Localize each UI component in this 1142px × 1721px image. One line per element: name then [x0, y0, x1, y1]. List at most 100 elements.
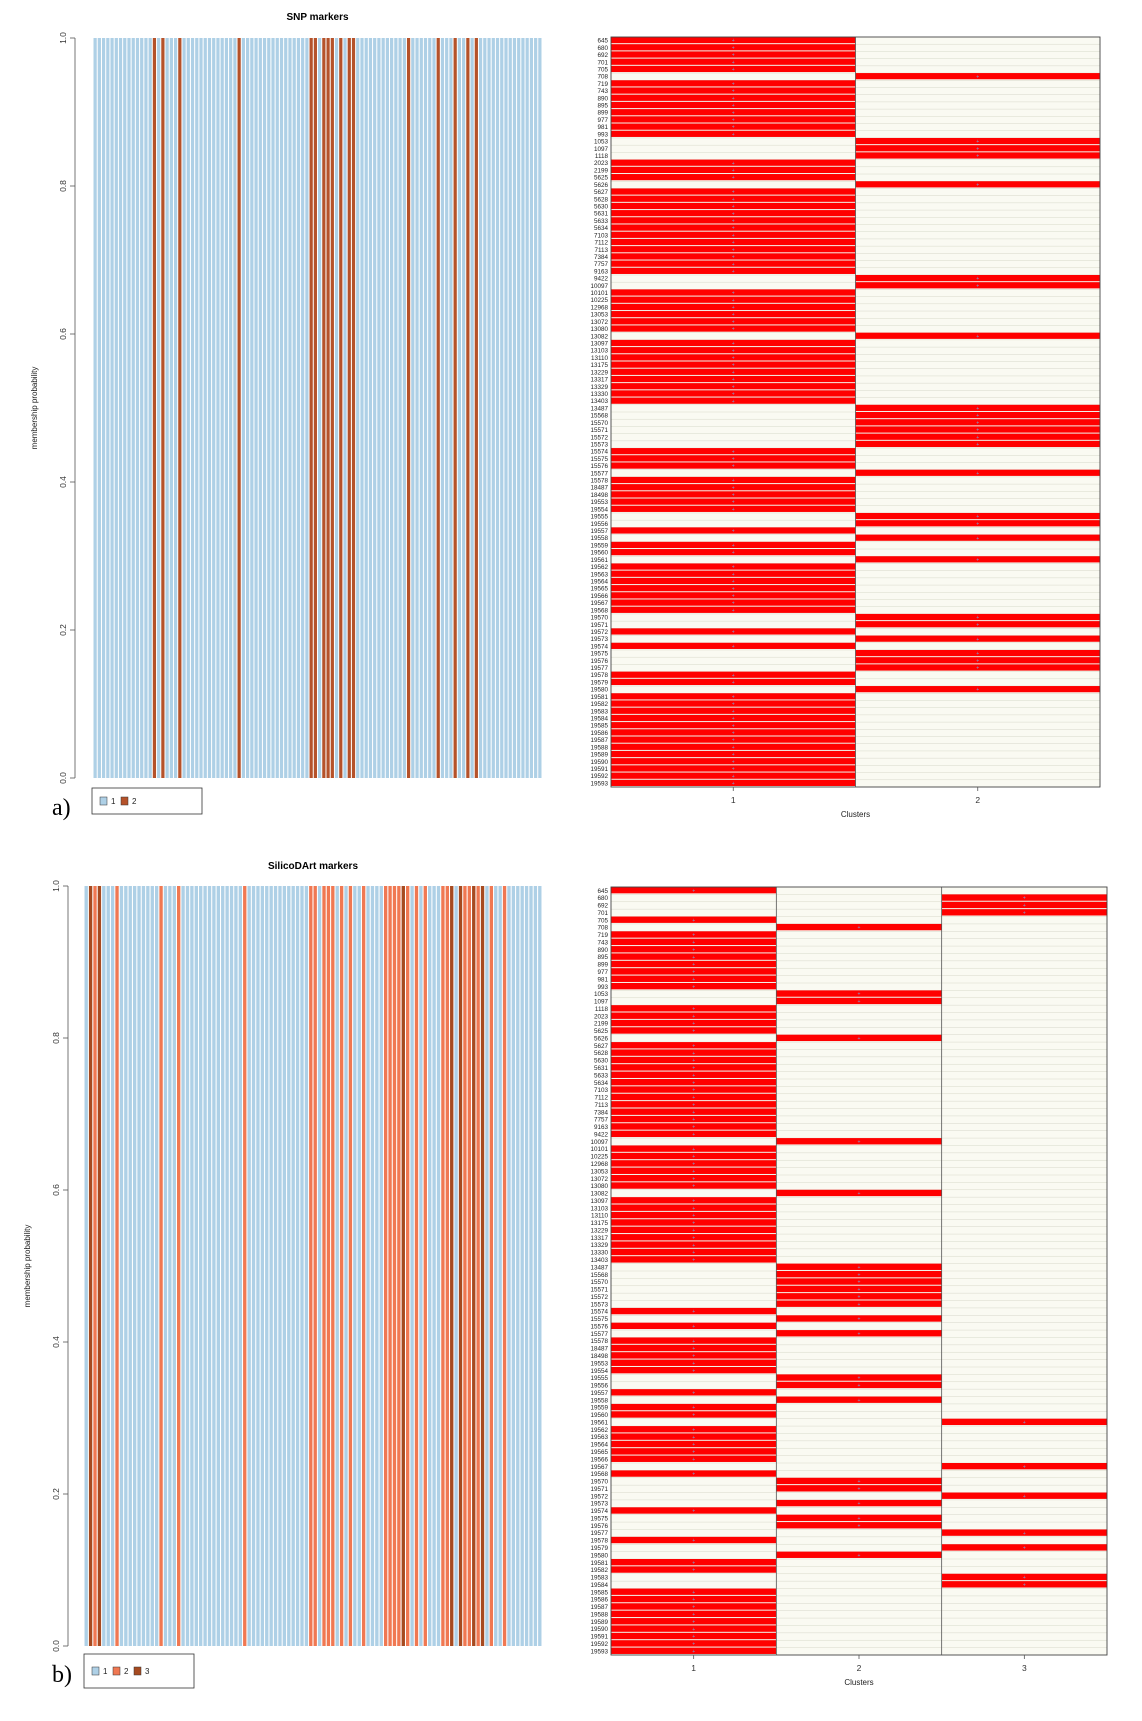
row-label: 1053	[594, 139, 609, 146]
membership-bar	[296, 38, 301, 778]
row-label: 19553	[590, 1360, 608, 1367]
membership-bar	[414, 886, 419, 1646]
assignment-marker: +	[692, 1457, 695, 1463]
assignment-cell	[611, 195, 856, 202]
row-label: 19582	[590, 1567, 608, 1574]
assignment-marker: +	[692, 1006, 695, 1012]
membership-bar	[224, 38, 229, 778]
assignment-marker: +	[858, 925, 861, 931]
row-label: 981	[597, 976, 608, 983]
row-label: 13487	[590, 405, 608, 412]
row-label: 19566	[590, 593, 608, 600]
row-label: 19564	[590, 578, 608, 585]
assignment-cell	[855, 332, 1100, 339]
assignment-marker: +	[732, 168, 735, 174]
assignment-cell	[611, 217, 856, 224]
membership-bar	[423, 886, 427, 1646]
membership-bar	[356, 38, 360, 778]
row-label: 2023	[594, 1013, 609, 1020]
membership-bar	[326, 886, 331, 1646]
assignment-marker: +	[732, 60, 735, 66]
membership-bar	[476, 886, 480, 1646]
assignment-marker: +	[732, 89, 735, 95]
row-label: 15571	[590, 1287, 608, 1294]
membership-bar	[453, 38, 457, 778]
assignment-cell	[611, 577, 856, 585]
assignment-marker: +	[692, 1339, 695, 1345]
assignment-marker: +	[692, 1117, 695, 1123]
membership-bar	[335, 886, 339, 1646]
membership-bar	[436, 38, 440, 778]
assignment-marker: +	[732, 392, 735, 398]
legend-swatch	[112, 1666, 121, 1676]
assignment-marker: +	[732, 485, 735, 491]
membership-bar	[181, 886, 185, 1646]
row-label: 19563	[590, 571, 608, 578]
membership-bar	[458, 886, 463, 1646]
assignment-marker: +	[692, 1568, 695, 1574]
membership-bar	[470, 38, 474, 778]
assignment-marker: +	[976, 74, 979, 80]
assignment-cell	[611, 563, 856, 570]
row-label: 15578	[590, 1338, 608, 1345]
assignment-cell	[776, 1477, 942, 1485]
assignment-cell	[611, 347, 856, 354]
row-label: 19586	[590, 730, 608, 737]
membership-bar	[127, 38, 131, 778]
assignment-marker: +	[692, 1597, 695, 1603]
membership-bar	[137, 886, 141, 1646]
assignment-cell	[611, 729, 856, 736]
assignment-marker: +	[692, 933, 695, 939]
membership-bar	[93, 886, 97, 1646]
membership-bar	[478, 38, 483, 778]
row-label: 19556	[590, 521, 608, 528]
legend-swatch	[120, 796, 129, 806]
assignment-cell	[611, 498, 856, 505]
y-tick-label: 1.0	[58, 32, 68, 44]
row-label: 9422	[594, 1131, 609, 1138]
assignment-cell	[611, 628, 856, 635]
assignment-cell	[611, 1086, 777, 1093]
row-label: 19571	[590, 622, 608, 629]
membership-bar	[254, 38, 258, 778]
assignment-cell	[776, 1330, 942, 1337]
assignment-cell	[855, 440, 1100, 448]
row-label: 705	[597, 917, 608, 924]
assignment-cell	[776, 1522, 942, 1529]
row-label: 19555	[590, 514, 608, 521]
row-label: 15576	[590, 463, 608, 470]
legend-swatch	[91, 1666, 100, 1676]
assignment-cell	[611, 311, 856, 318]
y-tick-label: 0.8	[51, 1032, 61, 1044]
membership-bar	[511, 886, 516, 1646]
assignment-cell	[611, 224, 856, 231]
assignment-cell	[611, 318, 856, 325]
row-label: 5630	[594, 1058, 609, 1065]
assignment-cell	[611, 1182, 777, 1189]
assignment-marker: +	[692, 1014, 695, 1020]
assignment-marker: +	[692, 1043, 695, 1049]
assignment-marker: +	[732, 723, 735, 729]
membership-bar	[343, 38, 347, 778]
assignment-marker: +	[692, 1450, 695, 1456]
membership-bar	[234, 886, 238, 1646]
assignment-cell	[611, 1307, 777, 1315]
assignment-cell	[611, 174, 856, 181]
assignment-cell	[611, 1145, 777, 1152]
assignment-marker: +	[976, 651, 979, 657]
assignment-cell	[611, 1234, 777, 1241]
assignment-cell	[611, 722, 856, 729]
assignment-marker: +	[1023, 1575, 1026, 1581]
assignment-cell	[611, 1610, 777, 1618]
row-label: 19554	[590, 1368, 608, 1375]
assignment-cell	[611, 1019, 777, 1027]
row-label: 19557	[590, 528, 608, 535]
legend-swatch	[133, 1666, 142, 1676]
membership-bar	[172, 886, 176, 1646]
membership-bar	[88, 886, 93, 1646]
membership-bar	[233, 38, 237, 778]
assignment-cell	[611, 1440, 777, 1448]
row-label: 19573	[590, 636, 608, 643]
row-label: 19565	[590, 1449, 608, 1456]
assignment-cell	[611, 65, 856, 73]
